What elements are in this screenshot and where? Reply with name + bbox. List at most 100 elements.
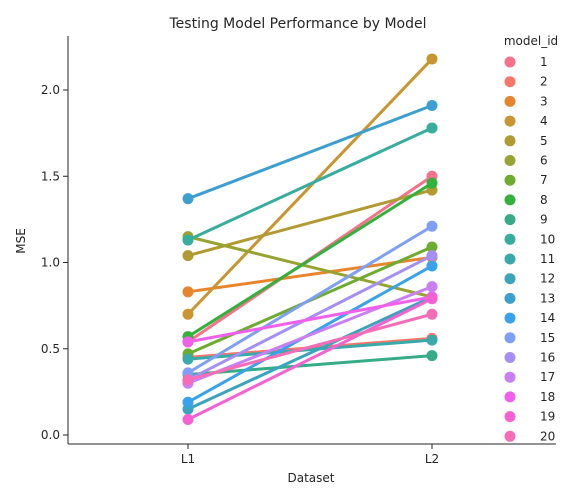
legend-item: 5 bbox=[504, 134, 548, 148]
legend-item: 7 bbox=[504, 173, 548, 187]
series-6 bbox=[182, 231, 438, 303]
series-13 bbox=[182, 100, 438, 205]
legend-item: 12 bbox=[504, 272, 555, 286]
series-19 bbox=[182, 293, 438, 425]
legend-item: 15 bbox=[504, 331, 555, 345]
series-line bbox=[187, 295, 433, 344]
legend-marker bbox=[504, 233, 516, 245]
series-line bbox=[187, 255, 433, 294]
data-point bbox=[426, 350, 438, 362]
data-point bbox=[426, 122, 438, 134]
series-10 bbox=[182, 122, 438, 246]
legend-marker bbox=[504, 371, 516, 383]
legend-marker bbox=[504, 194, 516, 206]
legend-marker bbox=[504, 56, 516, 68]
x-axis-label: Dataset bbox=[288, 471, 335, 485]
series-line bbox=[187, 285, 433, 385]
legend-item: 1 bbox=[504, 55, 548, 69]
series-4 bbox=[182, 53, 438, 320]
data-point bbox=[426, 220, 438, 232]
series-line bbox=[187, 254, 433, 382]
series-line bbox=[187, 235, 433, 299]
legend-title: model_id bbox=[504, 34, 558, 48]
legend-marker bbox=[504, 352, 516, 363]
legend-marker bbox=[504, 332, 516, 344]
legend-item: 19 bbox=[504, 410, 555, 424]
legend-marker bbox=[504, 253, 516, 265]
legend-item: 3 bbox=[504, 94, 548, 108]
series-line bbox=[187, 104, 433, 201]
data-point bbox=[182, 413, 194, 425]
y-tick-label: 0.0 bbox=[41, 428, 60, 442]
legend-label: 3 bbox=[540, 94, 548, 108]
data-point bbox=[426, 260, 438, 272]
series-line bbox=[187, 295, 433, 411]
series-line bbox=[187, 338, 433, 361]
y-tick-label: 2.0 bbox=[41, 83, 60, 97]
series-line bbox=[186, 57, 434, 316]
legend-marker bbox=[504, 76, 516, 88]
series-5 bbox=[182, 184, 438, 262]
data-point bbox=[182, 250, 194, 262]
legend-marker bbox=[504, 411, 516, 423]
y-tick-label: 1.0 bbox=[41, 256, 60, 270]
legend-label: 5 bbox=[540, 134, 548, 148]
legend-item: 11 bbox=[504, 252, 555, 266]
legend-item: 9 bbox=[504, 213, 548, 227]
series-11 bbox=[182, 334, 438, 365]
series-line bbox=[187, 354, 433, 377]
data-point bbox=[426, 53, 438, 65]
series-20 bbox=[182, 308, 438, 386]
legend-marker bbox=[504, 95, 516, 107]
y-tick-label: 0.5 bbox=[41, 342, 60, 356]
legend-label: 7 bbox=[540, 173, 548, 187]
series-line bbox=[187, 224, 433, 375]
chart-title: Testing Model Performance by Model bbox=[169, 16, 427, 32]
legend-marker bbox=[504, 430, 516, 442]
series-line bbox=[187, 188, 433, 258]
legend-label: 2 bbox=[540, 75, 548, 89]
legend-item: 16 bbox=[504, 351, 555, 365]
data-point bbox=[182, 396, 194, 408]
series-line bbox=[187, 126, 433, 242]
x-tick-label: L2 bbox=[425, 452, 439, 466]
legend-label: 17 bbox=[540, 370, 555, 384]
data-point bbox=[426, 250, 438, 262]
legend-marker bbox=[504, 135, 516, 147]
legend-marker bbox=[504, 115, 516, 127]
series-line bbox=[187, 297, 433, 421]
legend-label: 9 bbox=[540, 213, 548, 227]
legend-label: 4 bbox=[540, 114, 548, 128]
y-tick-label: 1.5 bbox=[41, 169, 60, 183]
x-tick-label: L1 bbox=[181, 452, 195, 466]
data-point bbox=[182, 353, 194, 365]
data-point bbox=[182, 374, 194, 386]
legend-marker bbox=[504, 312, 516, 324]
series-group bbox=[182, 53, 438, 425]
data-point bbox=[426, 293, 438, 305]
legend-marker bbox=[504, 292, 516, 304]
legend-marker bbox=[504, 174, 516, 186]
legend-label: 14 bbox=[540, 311, 555, 325]
legend-item: 20 bbox=[504, 429, 555, 443]
legend-label: 11 bbox=[540, 252, 555, 266]
legend-label: 1 bbox=[540, 55, 548, 69]
legend-label: 10 bbox=[540, 232, 555, 246]
data-point bbox=[426, 100, 438, 112]
legend-item: 2 bbox=[504, 75, 548, 89]
legend-item: 14 bbox=[504, 311, 555, 325]
legend-label: 8 bbox=[540, 193, 548, 207]
data-point bbox=[182, 336, 194, 348]
data-point bbox=[426, 281, 438, 293]
legend-item: 13 bbox=[504, 291, 555, 305]
series-line bbox=[187, 181, 433, 338]
data-point bbox=[426, 241, 438, 253]
legend-marker bbox=[504, 273, 516, 285]
legend-label: 18 bbox=[540, 390, 555, 404]
legend-item: 4 bbox=[504, 114, 548, 128]
legend-marker bbox=[504, 155, 516, 166]
legend-item: 17 bbox=[504, 370, 555, 384]
legend-label: 6 bbox=[540, 154, 548, 168]
